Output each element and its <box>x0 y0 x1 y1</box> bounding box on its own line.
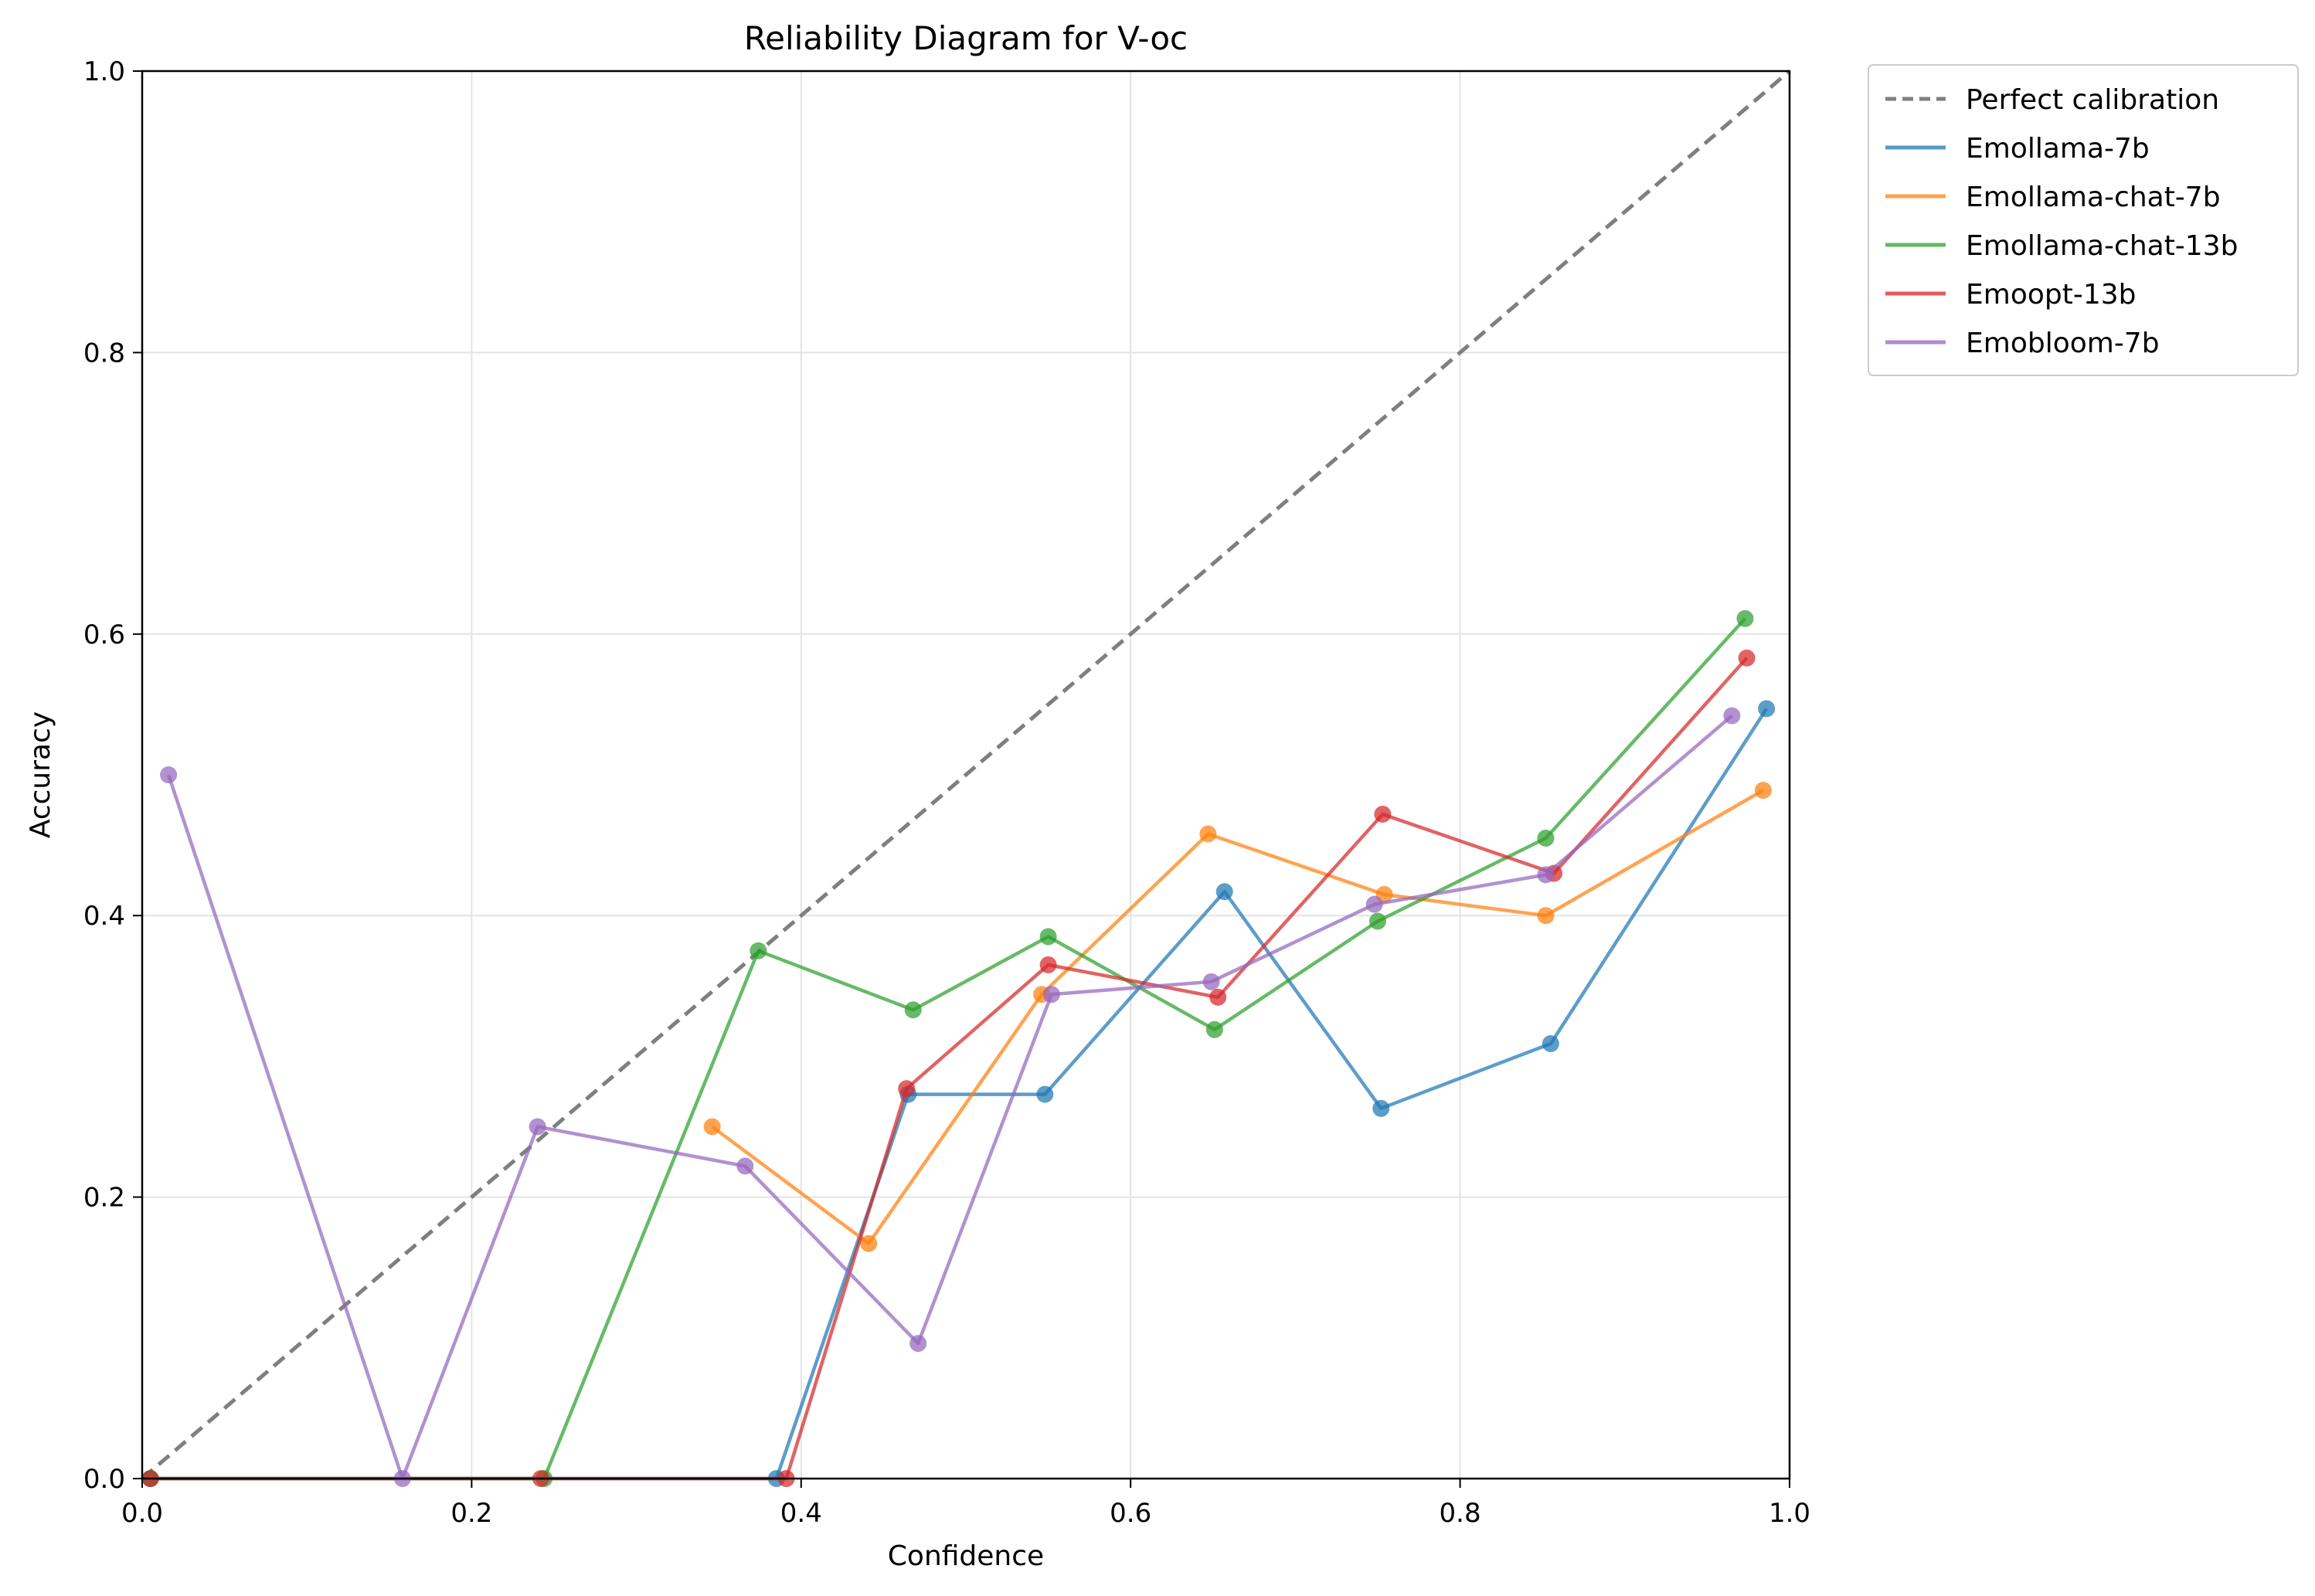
data-point <box>909 1335 927 1353</box>
data-point <box>1754 782 1772 800</box>
series-emollama-chat-13b <box>141 610 1754 1487</box>
y-tick-label: 0.0 <box>83 1464 125 1495</box>
data-point <box>1537 829 1555 847</box>
legend-label: Perfect calibration <box>1966 84 2219 116</box>
data-point <box>750 942 767 959</box>
data-point <box>1372 1099 1390 1117</box>
data-point <box>703 1118 721 1136</box>
data-point <box>1365 895 1383 913</box>
x-tick-label: 0.2 <box>450 1498 492 1529</box>
data-point <box>736 1157 754 1175</box>
x-tick-label: 1.0 <box>1769 1498 1810 1529</box>
data-point <box>860 1234 878 1252</box>
y-tick-label: 1.0 <box>83 56 125 87</box>
series-line <box>166 714 1733 1481</box>
legend: Perfect calibration Emollama-7b Emollama-c… <box>1868 64 2299 376</box>
data-point <box>1042 986 1060 1003</box>
data-point <box>1202 973 1220 990</box>
series-line <box>150 617 1747 1481</box>
data-point <box>1209 988 1227 1006</box>
series-emollama-7b <box>141 700 1776 1487</box>
data-point <box>1039 956 1057 973</box>
data-point <box>1036 1085 1054 1103</box>
x-tick-label: 0.6 <box>1110 1498 1151 1529</box>
perfect-calibration-line <box>141 70 1791 1480</box>
series-line <box>150 708 1769 1481</box>
x-tick-label: 0.0 <box>121 1498 163 1529</box>
data-point <box>904 1001 922 1019</box>
data-point <box>1758 700 1776 718</box>
data-point <box>1736 610 1754 627</box>
data-point <box>1205 1020 1223 1038</box>
series-layer <box>141 610 1776 1487</box>
legend-label: Emollama-chat-13b <box>1966 230 2238 262</box>
data-point <box>1215 883 1233 901</box>
series-emollama-chat-7b <box>703 782 1772 1252</box>
legend-label: Emobloom-7b <box>1966 328 2160 359</box>
reference-line-layer <box>141 70 1791 1480</box>
axis-ticks: 0.0 0.2 0.4 0.6 0.8 1.0 0.0 0.2 0.4 0.6 0.8 1.0 <box>83 56 1810 1529</box>
y-tick-label: 0.4 <box>83 901 125 932</box>
plot-frame <box>141 70 1791 1480</box>
data-point <box>1199 825 1217 843</box>
x-tick-label: 0.8 <box>1440 1498 1481 1529</box>
x-axis-label: Confidence <box>888 1540 1044 1572</box>
legend-box <box>1868 64 2299 376</box>
legend-label: Emollama-chat-7b <box>1966 182 2221 213</box>
series-line <box>150 657 1749 1481</box>
chart-title: Reliability Diagram for V-oc <box>744 19 1188 57</box>
data-point <box>1369 912 1386 930</box>
data-point <box>1374 806 1392 823</box>
y-axis-label: Accuracy <box>25 711 56 838</box>
legend-label: Emoopt-13b <box>1966 279 2136 311</box>
series-emobloom-7b <box>160 707 1741 1487</box>
data-point <box>1039 928 1057 946</box>
legend-label: Emollama-7b <box>1966 133 2150 165</box>
data-point <box>1723 707 1741 725</box>
data-point <box>1537 907 1555 925</box>
data-point <box>898 1080 916 1098</box>
data-point <box>1537 866 1555 884</box>
y-tick-label: 0.2 <box>83 1183 125 1214</box>
data-point <box>1738 649 1756 667</box>
data-point <box>160 766 178 783</box>
series-emoopt-13b <box>141 649 1756 1487</box>
data-point <box>529 1118 546 1136</box>
y-tick-label: 0.8 <box>83 338 125 368</box>
y-tick-label: 0.6 <box>83 620 125 650</box>
data-point <box>1542 1035 1559 1053</box>
x-tick-label: 0.4 <box>780 1498 822 1529</box>
